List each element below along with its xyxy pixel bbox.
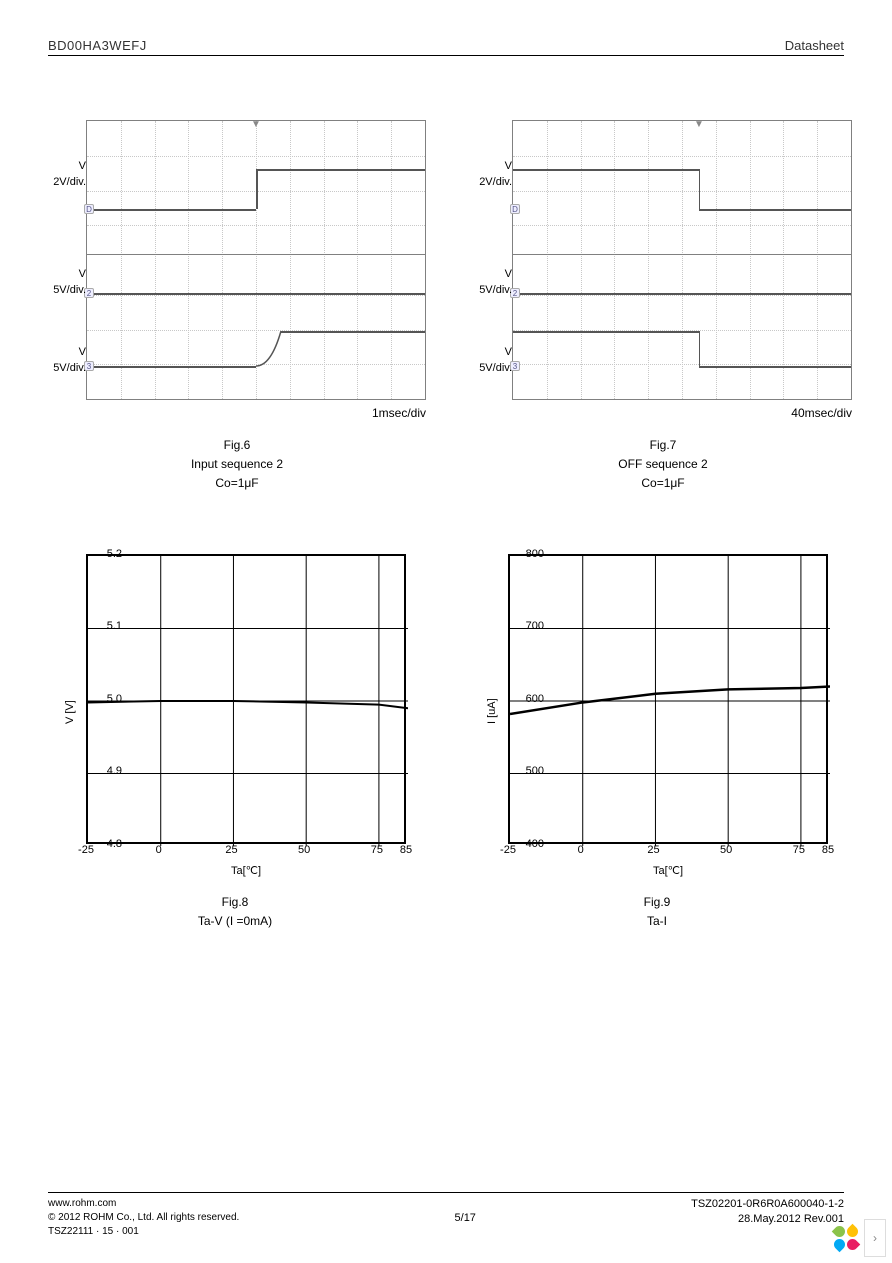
fig7-subtitle: OFF sequence 2 bbox=[474, 455, 852, 474]
fig6-ylabel-2a: V bbox=[48, 268, 86, 280]
fig7-ylabel-2b: 5V/div. bbox=[474, 284, 512, 296]
trace-ch2-flat bbox=[87, 293, 425, 295]
trigger-marker-icon: ▼ bbox=[694, 119, 704, 130]
fig7-ylabel-3b: 5V/div. bbox=[474, 362, 512, 374]
page-header: BD00HA3WEFJ Datasheet bbox=[48, 38, 844, 56]
footer-copyright: © 2012 ROHM Co., Ltd. All rights reserve… bbox=[48, 1211, 239, 1225]
fig9-yaxis-title: I [uA] bbox=[486, 698, 498, 724]
scope-row: ▼ D 2 3 V 2V/div bbox=[48, 120, 844, 494]
fig8-panel: 4.84.95.05.15.2 V [V] -25025507585 Ta[℃]… bbox=[48, 554, 422, 931]
fig7-ylabel-1a: V bbox=[474, 160, 512, 172]
ytick-label: 700 bbox=[510, 620, 544, 632]
xtick-label: -25 bbox=[500, 844, 516, 856]
ytick-label: 500 bbox=[510, 765, 544, 777]
ytick-label: 600 bbox=[510, 693, 544, 705]
doc-type: Datasheet bbox=[785, 38, 844, 53]
ch-d-badge: D bbox=[510, 204, 520, 214]
fig6-xlabel: 1msec/div bbox=[48, 406, 426, 420]
ch-d-badge: D bbox=[84, 204, 94, 214]
ytick-label: 5.1 bbox=[88, 620, 122, 632]
footer-page: 5/17 bbox=[455, 1212, 476, 1224]
ytick-label: 4.9 bbox=[88, 765, 122, 777]
xtick-label: 0 bbox=[156, 844, 162, 856]
fig9-panel: 400500600700800 I [uA] -25025507585 Ta[℃… bbox=[470, 554, 844, 931]
xtick-label: 25 bbox=[647, 844, 659, 856]
footer-date: 28.May.2012 Rev.001 bbox=[691, 1212, 844, 1227]
trace-ch3-before bbox=[513, 331, 699, 333]
nav-widget: › bbox=[834, 1219, 886, 1257]
fig6-subtitle: Input sequence 2 bbox=[48, 455, 426, 474]
fig6-caption: Fig.6 Input sequence 2 Co=1μF bbox=[48, 436, 426, 494]
fig7-scope: ▼ D 2 3 bbox=[512, 120, 852, 400]
fig9-subtitle: Ta-I bbox=[470, 912, 844, 931]
fig6-panel: ▼ D 2 3 V 2V/div bbox=[48, 120, 426, 494]
fig9-chart bbox=[508, 554, 828, 844]
viewer-logo-icon bbox=[834, 1226, 858, 1250]
xtick-label: 85 bbox=[400, 844, 412, 856]
trace-ch3-after bbox=[281, 331, 425, 333]
fig6-title: Fig.6 bbox=[48, 436, 426, 455]
page-footer: www.rohm.com © 2012 ROHM Co., Ltd. All r… bbox=[48, 1192, 844, 1239]
trigger-marker-icon: ▼ bbox=[251, 119, 261, 130]
trace-ch2-flat bbox=[513, 293, 851, 295]
fig6-ylabel-1a: V bbox=[48, 160, 86, 172]
fig8-yaxis-title: V [V] bbox=[64, 700, 76, 724]
fig7-ylabel-1b: 2V/div. bbox=[474, 176, 512, 188]
fig7-xlabel: 40msec/div bbox=[474, 406, 852, 420]
fig7-caption: Fig.7 OFF sequence 2 Co=1μF bbox=[474, 436, 852, 494]
fig9-caption: Fig.9 Ta-I bbox=[470, 893, 844, 931]
fig7-panel: ▼ D 2 3 V 2V/div. V 5V bbox=[474, 120, 852, 494]
fig6-ylabel-3b: 5V/div. bbox=[48, 362, 86, 374]
fig9-title: Fig.9 bbox=[470, 893, 844, 912]
fig6-scope: ▼ D 2 3 bbox=[86, 120, 426, 400]
xtick-label: 50 bbox=[720, 844, 732, 856]
chevron-right-icon: › bbox=[873, 1231, 877, 1245]
ytick-label: 5.2 bbox=[88, 548, 122, 560]
xtick-label: 75 bbox=[793, 844, 805, 856]
trace-top-before bbox=[87, 209, 256, 211]
trace-top-after bbox=[256, 169, 425, 171]
xtick-label: 85 bbox=[822, 844, 834, 856]
fig8-title: Fig.8 bbox=[48, 893, 422, 912]
footer-left-code: TSZ22111 · 15 · 001 bbox=[48, 1225, 239, 1239]
part-number: BD00HA3WEFJ bbox=[48, 38, 147, 53]
fig6-ylabel-3a: V bbox=[48, 346, 86, 358]
fig7-ylabel-3a: V bbox=[474, 346, 512, 358]
fig6-cond: Co=1μF bbox=[48, 474, 426, 493]
ytick-label: 5.0 bbox=[88, 693, 122, 705]
trace-ch3-after bbox=[699, 366, 851, 368]
xtick-label: -25 bbox=[78, 844, 94, 856]
xtick-label: 75 bbox=[371, 844, 383, 856]
xtick-label: 50 bbox=[298, 844, 310, 856]
fig8-xaxis-title: Ta[℃] bbox=[86, 864, 406, 877]
trace-top-before bbox=[513, 169, 699, 171]
trace-ch3-before bbox=[87, 366, 256, 368]
footer-url: www.rohm.com bbox=[48, 1197, 239, 1211]
fig8-subtitle: Ta-V (I =0mA) bbox=[48, 912, 422, 931]
ytick-label: 800 bbox=[510, 548, 544, 560]
fig6-ylabel-2b: 5V/div. bbox=[48, 284, 86, 296]
linechart-row: 4.84.95.05.15.2 V [V] -25025507585 Ta[℃]… bbox=[48, 554, 844, 931]
next-page-button[interactable]: › bbox=[864, 1219, 886, 1257]
fig7-title: Fig.7 bbox=[474, 436, 852, 455]
fig8-chart bbox=[86, 554, 406, 844]
fig9-xaxis-title: Ta[℃] bbox=[508, 864, 828, 877]
xtick-label: 25 bbox=[225, 844, 237, 856]
fig7-cond: Co=1μF bbox=[474, 474, 852, 493]
fig7-ylabel-2a: V bbox=[474, 268, 512, 280]
fig6-ylabel-1b: 2V/div. bbox=[48, 176, 86, 188]
xtick-label: 0 bbox=[578, 844, 584, 856]
footer-right-code: TSZ02201-0R6R0A600040-1-2 bbox=[691, 1197, 844, 1212]
trace-top-after bbox=[699, 209, 851, 211]
fig8-caption: Fig.8 Ta-V (I =0mA) bbox=[48, 893, 422, 931]
